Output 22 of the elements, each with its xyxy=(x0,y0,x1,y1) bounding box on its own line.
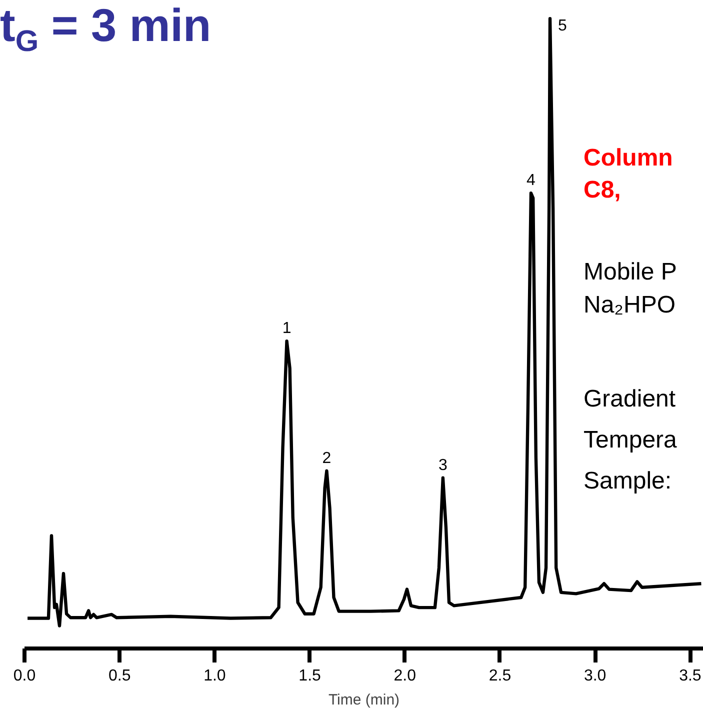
x-tick-label: 2.0 xyxy=(394,668,416,684)
annotation: 4 xyxy=(526,172,536,190)
x-tick-label: 2.5 xyxy=(488,668,512,684)
annotation: 5 xyxy=(558,18,568,35)
x-axis-title: Time (min) xyxy=(328,692,400,708)
x-tick-label: 3.5 xyxy=(679,668,702,684)
annotation: Na₂HPO xyxy=(584,292,676,318)
annotation: C8, xyxy=(584,176,621,204)
annotation: Tempera xyxy=(584,426,678,454)
x-tick-label: 3.0 xyxy=(584,668,606,684)
x-tick-label: 0.0 xyxy=(13,668,36,684)
x-tick-label: 0.5 xyxy=(108,668,131,684)
x-tick-label: 1.0 xyxy=(204,668,226,684)
annotation: 2 xyxy=(322,450,332,467)
annotation: 1 xyxy=(282,320,292,338)
x-tick-label: 1.5 xyxy=(298,668,322,684)
annotation: Sample: xyxy=(584,468,672,494)
annotation: Column xyxy=(584,144,673,172)
annotation: Mobile P xyxy=(584,258,677,286)
chart-title: t$_{G}$ = 3 min xyxy=(0,0,212,58)
annotation: 3 xyxy=(438,456,448,474)
annotation: Gradient xyxy=(584,386,676,412)
